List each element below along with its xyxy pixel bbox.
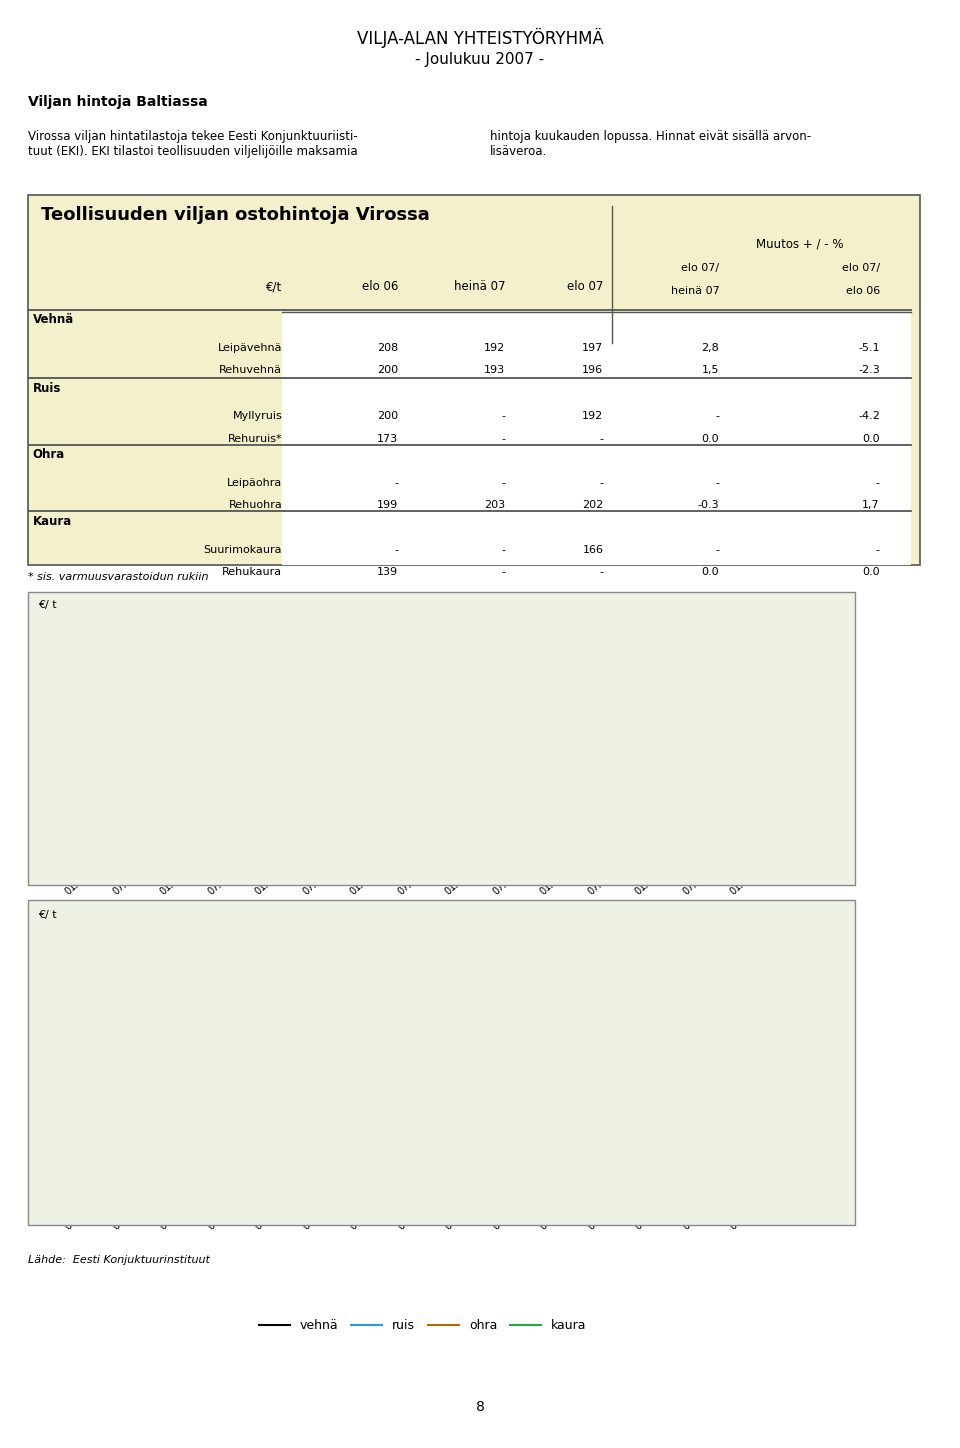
Text: 200: 200 bbox=[377, 365, 398, 375]
Text: -: - bbox=[876, 478, 880, 488]
Text: 199: 199 bbox=[377, 500, 398, 510]
Text: Viljan hintoja Baltiassa: Viljan hintoja Baltiassa bbox=[28, 96, 207, 109]
Text: 8: 8 bbox=[475, 1400, 485, 1415]
Text: -: - bbox=[876, 544, 880, 555]
Text: 1,7: 1,7 bbox=[862, 500, 880, 510]
Text: 208: 208 bbox=[377, 343, 398, 353]
Text: -: - bbox=[715, 411, 719, 421]
Text: 192: 192 bbox=[582, 411, 603, 421]
Text: -5.1: -5.1 bbox=[858, 343, 880, 353]
Bar bbox=[282, 311, 911, 565]
Text: - Joulukuu 2007 -: - Joulukuu 2007 - bbox=[416, 52, 544, 67]
Text: -: - bbox=[599, 478, 603, 488]
Text: Vehnä: Vehnä bbox=[33, 313, 74, 326]
Text: 1,5: 1,5 bbox=[702, 365, 719, 375]
Text: elo 06: elo 06 bbox=[362, 279, 398, 292]
Text: hintoja kuukauden lopussa. Hinnat eivät sisällä arvon-
lisäveroa.: hintoja kuukauden lopussa. Hinnat eivät … bbox=[490, 130, 811, 158]
Text: -: - bbox=[395, 544, 398, 555]
Text: elo 07/: elo 07/ bbox=[682, 264, 719, 274]
Text: Ruis: Ruis bbox=[33, 382, 60, 395]
Legend: vehnä, ruis, kaura: vehnä, ruis, kaura bbox=[295, 966, 550, 989]
Text: -: - bbox=[501, 566, 505, 576]
Text: VILJA-ALAN YHTEISTYÖRYHMÄ: VILJA-ALAN YHTEISTYÖRYHMÄ bbox=[356, 28, 604, 48]
Text: 139: 139 bbox=[377, 566, 398, 576]
Text: 192: 192 bbox=[484, 343, 505, 353]
Text: Kaura: Kaura bbox=[33, 515, 72, 529]
Text: Teollisuuden viljan ostohintoja Virossa: Teollisuuden viljan ostohintoja Virossa bbox=[41, 206, 430, 224]
Text: 166: 166 bbox=[583, 544, 603, 555]
Text: 0.0: 0.0 bbox=[702, 566, 719, 576]
Text: Ohra: Ohra bbox=[33, 449, 64, 462]
Text: Rehukaura: Rehukaura bbox=[222, 566, 282, 576]
Legend: vehnä, ruis, ohra, kaura: vehnä, ruis, ohra, kaura bbox=[253, 1315, 591, 1338]
Text: Leipäohra: Leipäohra bbox=[227, 478, 282, 488]
Text: Rehuvehnä: Rehuvehnä bbox=[219, 365, 282, 375]
Text: Suurimokaura: Suurimokaura bbox=[204, 544, 282, 555]
Text: -: - bbox=[599, 433, 603, 443]
Title: Leipäviljan hinnat Virossa 2000-2007: Leipäviljan hinnat Virossa 2000-2007 bbox=[277, 597, 567, 611]
Text: * sis. varmuusvarastoidun rukiin: * sis. varmuusvarastoidun rukiin bbox=[28, 572, 208, 582]
Title: Rehuviljan hinnat Virossa 2000-2007: Rehuviljan hinnat Virossa 2000-2007 bbox=[278, 906, 566, 921]
Text: Rehuohra: Rehuohra bbox=[228, 500, 282, 510]
Text: 0.0: 0.0 bbox=[862, 566, 880, 576]
Text: 202: 202 bbox=[582, 500, 603, 510]
Text: elo 07/: elo 07/ bbox=[842, 264, 880, 274]
Text: -: - bbox=[501, 411, 505, 421]
Text: -: - bbox=[501, 433, 505, 443]
Text: -: - bbox=[395, 478, 398, 488]
Text: Virossa viljan hintatilastoja tekee Eesti Konjunktuuriisti-
tuut (EKI). EKI tila: Virossa viljan hintatilastoja tekee Eest… bbox=[28, 130, 358, 158]
Text: -4.2: -4.2 bbox=[858, 411, 880, 421]
Text: €/ t: €/ t bbox=[38, 599, 57, 610]
Text: 2,8: 2,8 bbox=[702, 343, 719, 353]
Text: -: - bbox=[501, 478, 505, 488]
Text: 173: 173 bbox=[377, 433, 398, 443]
Text: -: - bbox=[715, 544, 719, 555]
Text: Leipävehnä: Leipävehnä bbox=[218, 343, 282, 353]
Text: 0.0: 0.0 bbox=[862, 433, 880, 443]
Text: 197: 197 bbox=[582, 343, 603, 353]
Text: €/ t: €/ t bbox=[38, 909, 57, 919]
Text: heinä 07: heinä 07 bbox=[454, 279, 505, 292]
Text: heinä 07: heinä 07 bbox=[670, 285, 719, 295]
Text: elo 07: elo 07 bbox=[567, 279, 603, 292]
Text: 203: 203 bbox=[484, 500, 505, 510]
Text: elo 06: elo 06 bbox=[846, 285, 880, 295]
Text: -2.3: -2.3 bbox=[858, 365, 880, 375]
Text: Rehuruis*: Rehuruis* bbox=[228, 433, 282, 443]
Text: -: - bbox=[599, 566, 603, 576]
Text: -: - bbox=[715, 478, 719, 488]
Text: Lähde:  Eesti Konjuktuurinstituut: Lähde: Eesti Konjuktuurinstituut bbox=[28, 1255, 210, 1266]
Text: 200: 200 bbox=[377, 411, 398, 421]
Text: Muutos + / - %: Muutos + / - % bbox=[756, 237, 843, 251]
Text: -: - bbox=[501, 544, 505, 555]
Text: €/t: €/t bbox=[266, 279, 282, 292]
Text: Myllyruis: Myllyruis bbox=[232, 411, 282, 421]
Text: 193: 193 bbox=[484, 365, 505, 375]
Text: 196: 196 bbox=[582, 365, 603, 375]
Text: -0.3: -0.3 bbox=[698, 500, 719, 510]
Text: 0.0: 0.0 bbox=[702, 433, 719, 443]
